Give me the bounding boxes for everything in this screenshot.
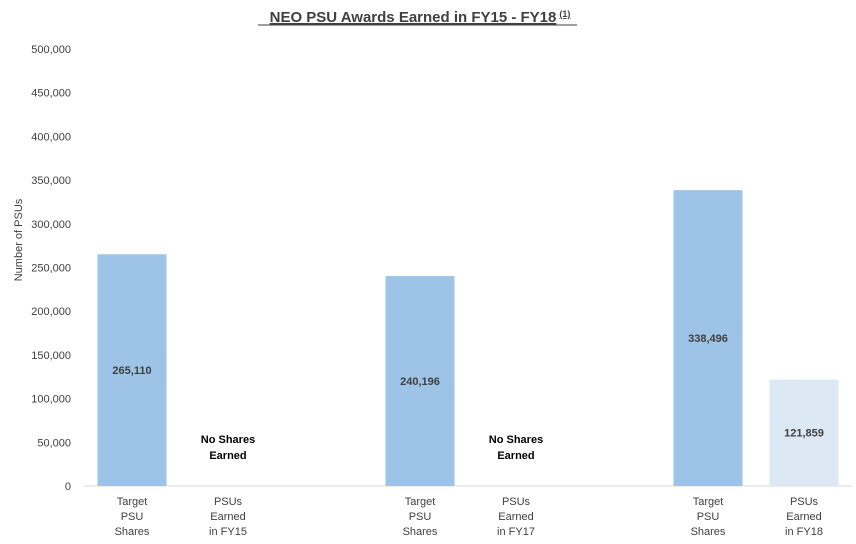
data-label: 338,496 [688,333,728,345]
x-tick-label: Shares [403,526,438,538]
x-tick-label: in FY17 [497,526,535,538]
y-tick-label: 500,000 [31,44,71,56]
x-tick-label: PSUs [790,496,819,508]
x-tick-label: in FY18 [785,526,823,538]
y-tick-label: 350,000 [31,175,71,187]
y-tick-label: 400,000 [31,131,71,143]
bar [673,190,743,487]
y-tick-label: 300,000 [31,219,71,231]
x-tick-label: Target [117,496,148,508]
x-tick-label: PSUs [214,496,243,508]
x-tick-label: in FY15 [209,526,247,538]
x-tick-label: Shares [691,526,726,538]
x-tick-label: Target [405,496,436,508]
x-tick-label: PSUs [502,496,531,508]
bar [385,276,455,486]
x-tick-label: PSU [697,511,720,523]
x-tick-label: Target [693,496,724,508]
x-tick-label: PSU [121,511,144,523]
data-label: 121,859 [784,428,824,440]
x-tick-label: Earned [210,511,245,523]
y-tick-label: 450,000 [31,88,71,100]
y-tick-label: 100,000 [31,394,71,406]
data-label: 240,196 [400,376,440,388]
y-tick-label: 200,000 [31,306,71,318]
bar [769,379,839,486]
x-tick-label: Shares [115,526,150,538]
x-tick-label: Earned [498,511,533,523]
y-tick-label: 0 [65,481,71,493]
data-label: 265,110 [112,365,151,377]
x-tick-label: PSU [409,511,432,523]
bar [97,254,167,486]
y-tick-label: 250,000 [31,263,71,275]
y-tick-label: 50,000 [37,437,71,449]
data-label: No Shares Earned [201,434,255,462]
data-label: No Shares Earned [489,434,543,462]
x-tick-label: Earned [786,511,821,523]
y-axis-label: Number of PSUs [13,198,25,281]
chart-title: NEO PSU Awards Earned in FY15 - FY18 (1) [270,9,571,26]
y-tick-label: 150,000 [31,350,71,362]
